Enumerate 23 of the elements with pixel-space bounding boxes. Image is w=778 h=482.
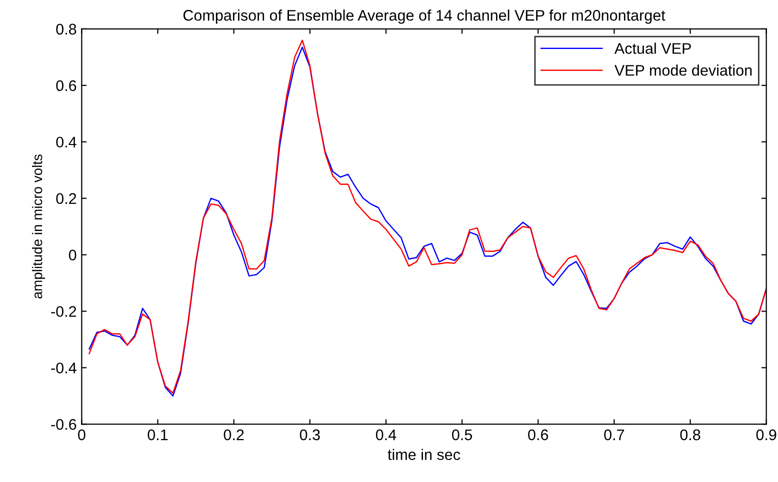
x-tick-label: 0.8 [680, 429, 700, 440]
x-tick-label: 0.7 [604, 429, 624, 440]
y-tick-label: 0.6 [56, 80, 76, 92]
legend-label: VEP mode deviation [614, 64, 752, 76]
x-tick-label: 0.4 [376, 429, 396, 440]
y-tick-label: -0.2 [51, 306, 76, 317]
y-tick-label: 0.2 [56, 193, 76, 204]
y-tick-label: 0.8 [56, 24, 76, 35]
x-tick-label: 0.3 [300, 429, 320, 440]
x-axis-title: time in sec [388, 448, 460, 460]
x-tick-label: 0.9 [756, 429, 776, 440]
x-tick-label: 0.2 [224, 429, 244, 440]
y-tick-label: -0.4 [51, 362, 76, 374]
legend-label: Actual VEP [614, 42, 691, 54]
x-tick-label: 0.1 [148, 429, 168, 440]
chart-title: Comparison of Ensemble Average of 14 channel VEP for m20nontarget [183, 10, 666, 24]
y-tick-label: 0.4 [56, 136, 76, 148]
y-axis-title: amplitude in micro volts [32, 154, 45, 299]
y-tick-label: -0.6 [51, 419, 76, 430]
x-tick-label: 0.6 [528, 429, 548, 440]
y-tick-label: 0 [68, 250, 76, 260]
x-tick-label: 0.5 [452, 429, 472, 440]
x-tick-label: 0 [78, 429, 86, 440]
